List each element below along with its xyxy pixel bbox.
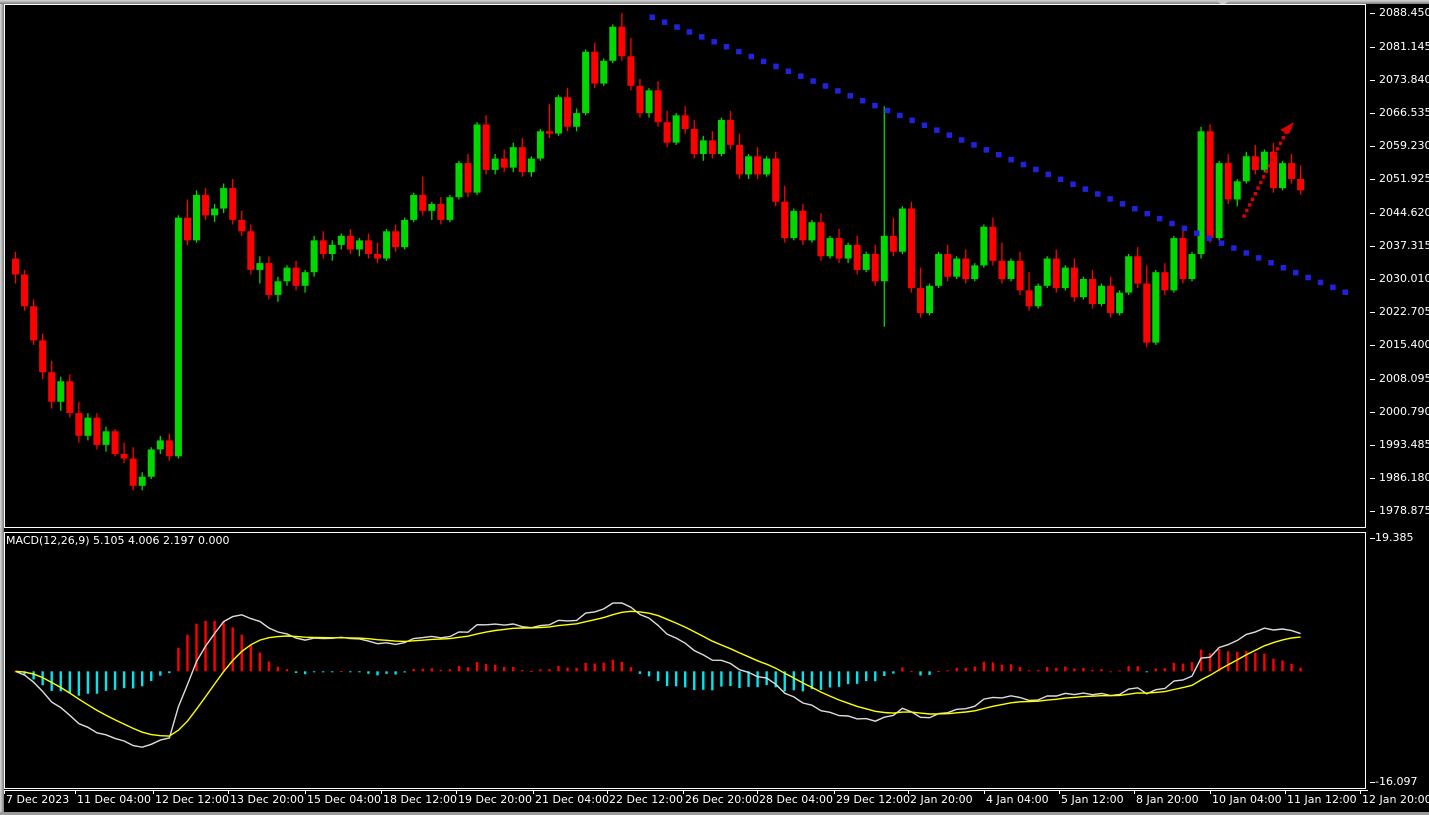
descending-trendline[interactable]: [649, 14, 1349, 296]
macd-axis-tick: [1370, 782, 1375, 783]
time-axis-label: 29 Dec 12:00: [836, 793, 910, 806]
price-axis-tick: [1370, 478, 1375, 480]
price-axis-label: 1978.875: [1379, 504, 1429, 518]
time-axis-label: 10 Jan 04:00: [1212, 793, 1282, 806]
time-axis-tick: [683, 790, 684, 794]
window-border-bottom: [0, 812, 1429, 815]
macd-signal-line: [15, 610, 1301, 737]
window-border-left: [0, 0, 4, 815]
time-axis-tick: [228, 790, 229, 794]
time-axis-tick: [4, 790, 5, 794]
time-axis-label: 18 Dec 12:00: [383, 793, 457, 806]
price-axis-tick: [1370, 278, 1375, 280]
price-axis-label: 2073.840: [1379, 72, 1429, 86]
macd-canvas: [4, 532, 1368, 790]
price-axis-label: 2022.705: [1379, 305, 1429, 319]
time-axis-label: 5 Jan 12:00: [1061, 793, 1124, 806]
time-axis-label: 26 Dec 20:00: [685, 793, 759, 806]
time-axis-tick: [1134, 790, 1135, 794]
price-axis-tick: [1370, 411, 1375, 413]
price-axis-tick: [1370, 345, 1375, 347]
time-axis-baseline: [4, 790, 1368, 791]
price-axis-label: 1993.485: [1379, 437, 1429, 451]
time-axis-label: 13 Dec 20:00: [230, 793, 304, 806]
price-chart-panel[interactable]: [4, 4, 1368, 529]
time-axis-label: 4 Jan 04:00: [986, 793, 1049, 806]
time-axis-tick: [75, 790, 76, 794]
time-axis-tick: [381, 790, 382, 794]
chevron-down-icon[interactable]: [1212, 0, 1234, 7]
time-axis-tick: [607, 790, 608, 794]
macd-panel[interactable]: [4, 532, 1368, 790]
price-chart-canvas: [4, 4, 1368, 529]
price-axis-label: 2008.095: [1379, 371, 1429, 385]
macd-title-label: MACD(12,26,9) 5.105 4.006 2.197 0.000: [6, 534, 230, 547]
time-axis-tick: [1210, 790, 1211, 794]
macd-histogram: [14, 620, 1302, 696]
time-axis-tick: [757, 790, 758, 794]
time-axis-label: 12 Dec 12:00: [155, 793, 229, 806]
price-axis-tick: [1370, 112, 1375, 114]
price-axis-label: 2088.450: [1379, 6, 1429, 20]
price-axis-tick: [1370, 511, 1375, 513]
time-axis-tick: [456, 790, 457, 794]
time-axis-tick: [153, 790, 154, 794]
time-axis-label: 2 Jan 20:00: [910, 793, 973, 806]
price-axis-tick: [1370, 378, 1375, 380]
price-axis-label: 2030.010: [1379, 271, 1429, 285]
macd-axis-label: -16.097: [1375, 775, 1418, 788]
price-axis-tick: [1370, 146, 1375, 148]
time-axis-label: 28 Dec 04:00: [759, 793, 833, 806]
time-axis-tick: [1360, 790, 1361, 794]
time-axis-tick: [1059, 790, 1060, 794]
macd-main-line: [15, 602, 1301, 748]
price-axis-tick: [1370, 212, 1375, 214]
price-axis-tick: [1370, 13, 1375, 15]
window-border-top: [0, 0, 1429, 4]
price-axis-tick: [1370, 79, 1375, 81]
time-axis-label: 21 Dec 04:00: [535, 793, 609, 806]
price-axis-tick: [1370, 179, 1375, 181]
time-axis-label: 12 Jan 20:00: [1362, 793, 1429, 806]
macd-axis-tick: [1370, 538, 1375, 539]
time-axis-tick: [1285, 790, 1286, 794]
price-axis-tick: [1370, 444, 1375, 446]
price-axis-tick: [1370, 46, 1375, 48]
time-axis-label: 11 Jan 12:00: [1287, 793, 1357, 806]
price-axis-label: 2081.145: [1379, 39, 1429, 53]
time-axis-tick: [305, 790, 306, 794]
price-axis-label: 2000.790: [1379, 404, 1429, 418]
time-axis-label: 15 Dec 04:00: [307, 793, 381, 806]
price-axis-label: 2044.620: [1379, 205, 1429, 219]
time-axis-label: 11 Dec 04:00: [77, 793, 151, 806]
time-axis-tick: [834, 790, 835, 794]
time-axis-tick: [533, 790, 534, 794]
price-axis-label: 2066.535: [1379, 105, 1429, 119]
time-axis-tick: [908, 790, 909, 794]
time-axis-label: 19 Dec 20:00: [458, 793, 532, 806]
price-axis-tick: [1370, 245, 1375, 247]
time-axis-label: 8 Jan 20:00: [1136, 793, 1199, 806]
time-axis-label: 7 Dec 2023: [6, 793, 70, 806]
macd-axis-label: 19.385: [1375, 531, 1414, 544]
candlestick-series: [12, 13, 1305, 491]
price-axis-label: 1986.180: [1379, 471, 1429, 485]
price-axis-tick: [1370, 312, 1375, 314]
time-axis-label: 22 Dec 12:00: [609, 793, 683, 806]
time-axis-tick: [984, 790, 985, 794]
price-axis-label: 2059.230: [1379, 139, 1429, 153]
price-axis-label: 2037.315: [1379, 238, 1429, 252]
price-axis-label: 2051.925: [1379, 172, 1429, 186]
price-axis-label: 2015.400: [1379, 338, 1429, 352]
bullish-breakout-arrow[interactable]: [1242, 122, 1294, 218]
